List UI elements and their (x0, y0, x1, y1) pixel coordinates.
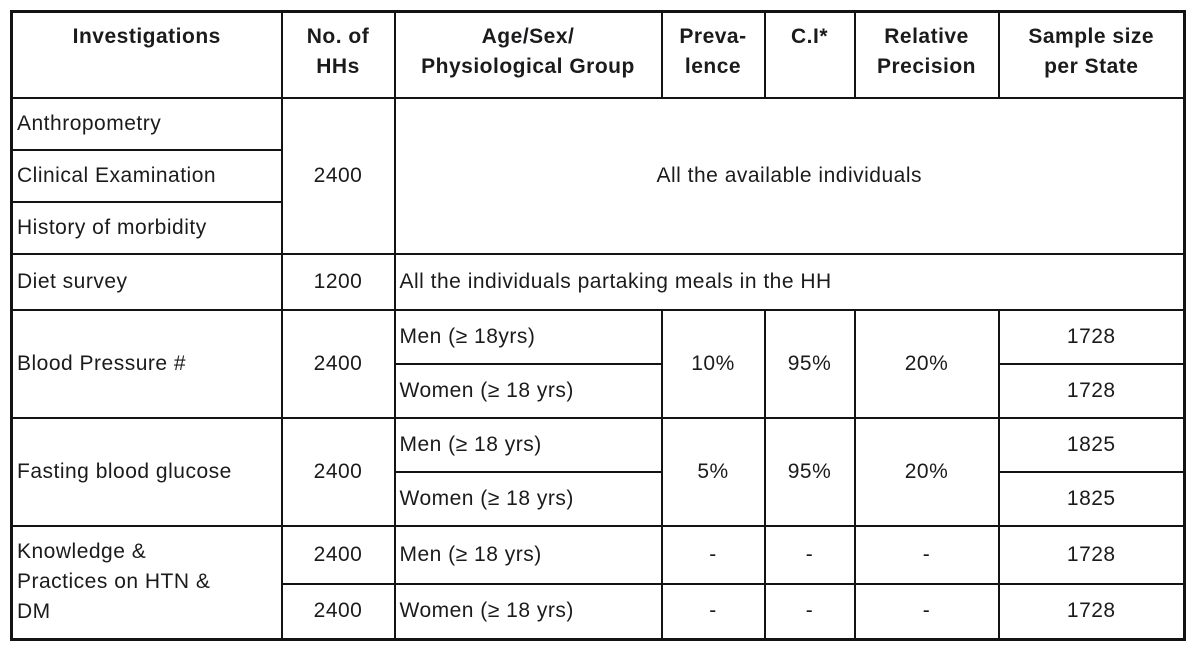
cell-knowledge-practices-women-sample: 1728 (997, 582, 1186, 641)
header-age-sex-group: Age/Sex/ Physiological Group (393, 10, 663, 99)
cell-diet-survey-hhs: 1200 (280, 252, 396, 311)
cell-blood-pressure-women-sample: 1728 (997, 362, 1186, 419)
cell-knowledge-practices-women-prevalence: - (660, 582, 766, 641)
cell-blood-pressure-hhs: 2400 (280, 308, 396, 419)
row-blood-pressure-men: Blood Pressure # 2400 Men (≥ 18yrs) 10% … (10, 308, 1186, 419)
cell-diet-survey-note: All the individuals partaking meals in t… (393, 252, 1186, 311)
cell-fasting-blood-glucose-relative-precision: 20% (853, 416, 1000, 527)
cell-anthro-block-hhs: 2400 (280, 96, 396, 255)
cell-blood-pressure-label: Blood Pressure # (10, 308, 283, 419)
cell-knowledge-practices-men-group: Men (≥ 18 yrs) (393, 524, 663, 585)
row-anthropometry: Anthropometry 2400 All the available ind… (10, 96, 1186, 255)
row-fasting-blood-glucose-women: Women (≥ 18 yrs) 1825 (12, 470, 1186, 527)
cell-blood-pressure-relative-precision: 20% (853, 308, 1000, 419)
row-diet-survey: Diet survey 1200 All the individuals par… (10, 252, 1186, 311)
header-relative-precision: Relative Precision (853, 10, 1000, 99)
cell-blood-pressure-ci: 95% (763, 308, 856, 419)
cell-blood-pressure-prevalence: 10% (660, 308, 766, 419)
table-header-row: Investigations No. of HHs Age/Sex/ Physi… (10, 10, 1186, 99)
cell-anthro-block-note: All the available individuals (393, 96, 1186, 255)
cell-fasting-blood-glucose-women-group: Women (≥ 18 yrs) (393, 470, 663, 527)
cell-knowledge-practices-women-relative-precision: - (853, 582, 1000, 641)
cell-blood-pressure-men-sample: 1728 (997, 308, 1186, 365)
cell-blood-pressure-women-group: Women (≥ 18 yrs) (393, 362, 663, 419)
row-clinical-examination: Clinical Examination (10, 148, 1185, 203)
header-investigations: Investigations (10, 10, 283, 99)
cell-knowledge-practices-label: Knowledge & Practices on HTN & DM (10, 524, 283, 641)
header-ci: C.I* (763, 10, 856, 99)
cell-fasting-blood-glucose-prevalence: 5% (660, 416, 766, 527)
row-knowledge-practices-men: Knowledge & Practices on HTN & DM 2400 M… (10, 524, 1186, 641)
cell-fasting-blood-glucose-label: Fasting blood glucose (10, 416, 283, 527)
cell-knowledge-practices-men-ci: - (763, 524, 856, 585)
cell-knowledge-practices-women-group: Women (≥ 18 yrs) (393, 582, 663, 641)
header-sample-size: Sample size per State (997, 10, 1186, 99)
row-fasting-blood-glucose-men: Fasting blood glucose 2400 Men (≥ 18 yrs… (10, 416, 1186, 527)
cell-knowledge-practices-women-hhs: 2400 (280, 582, 396, 641)
cell-clinical-examination-label: Clinical Examination (10, 148, 283, 203)
cell-fasting-blood-glucose-women-sample: 1825 (997, 470, 1186, 527)
row-blood-pressure-women: Women (≥ 18 yrs) 1728 (12, 362, 1186, 419)
cell-history-of-morbidity-label: History of morbidity (10, 200, 283, 255)
cell-fasting-blood-glucose-men-sample: 1825 (997, 416, 1186, 473)
cell-knowledge-practices-men-hhs: 2400 (280, 524, 396, 585)
cell-knowledge-practices-women-ci: - (763, 582, 856, 641)
header-no-of-hhs: No. of HHs (280, 10, 396, 99)
cell-fasting-blood-glucose-ci: 95% (763, 416, 856, 527)
cell-fasting-blood-glucose-hhs: 2400 (280, 416, 396, 527)
cell-knowledge-practices-men-sample: 1728 (997, 524, 1186, 585)
header-prevalence: Preva- lence (660, 10, 766, 99)
cell-knowledge-practices-men-relative-precision: - (853, 524, 1000, 585)
cell-anthropometry-label: Anthropometry (10, 96, 283, 151)
row-knowledge-practices-women: 2400 Women (≥ 18 yrs) - - - 1728 (12, 582, 1186, 641)
sampling-design-table: Investigations No. of HHs Age/Sex/ Physi… (10, 10, 1186, 641)
cell-blood-pressure-men-group: Men (≥ 18yrs) (393, 308, 663, 365)
row-history-of-morbidity: History of morbidity (10, 200, 1185, 255)
cell-knowledge-practices-men-prevalence: - (660, 524, 766, 585)
cell-diet-survey-label: Diet survey (10, 252, 283, 311)
cell-fasting-blood-glucose-men-group: Men (≥ 18 yrs) (393, 416, 663, 473)
